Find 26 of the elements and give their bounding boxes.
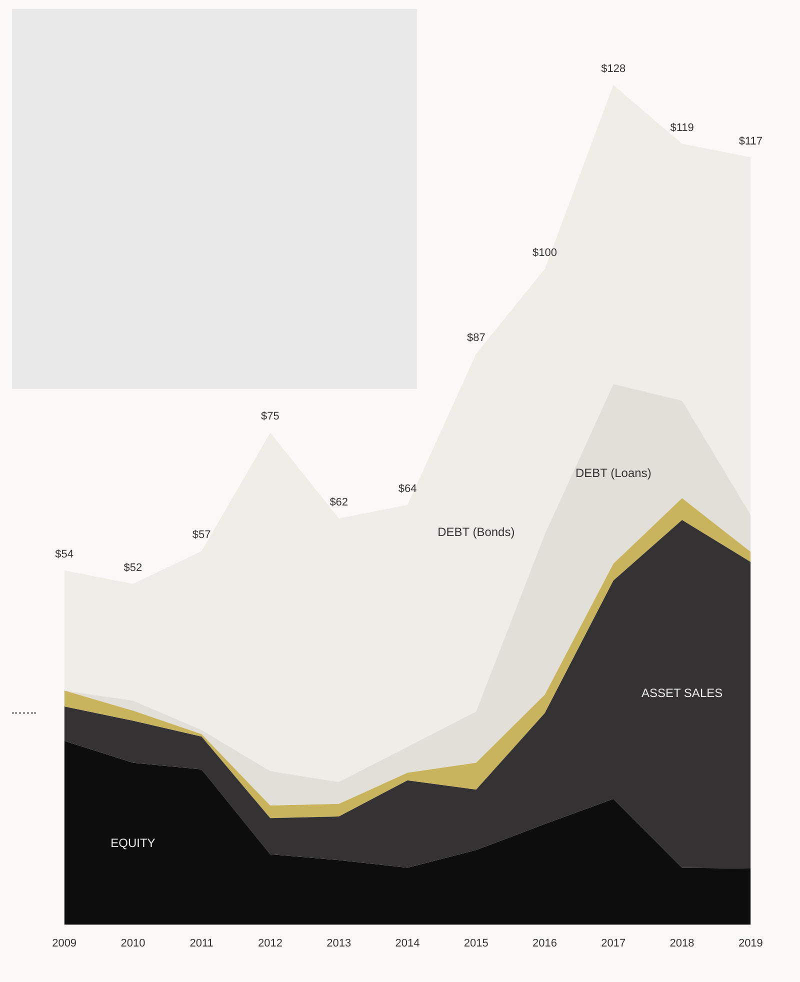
- series-label: EQUITY: [110, 836, 156, 850]
- x-tick-label: 2019: [738, 937, 763, 950]
- x-tick-label: 2015: [464, 937, 488, 950]
- x-tick-label: 2013: [326, 937, 352, 950]
- x-tick-label: 2016: [532, 937, 558, 950]
- annotation: $117: [738, 135, 763, 148]
- series-label: DEBT (Bonds): [438, 524, 515, 539]
- x-tick-label: 2018: [670, 937, 694, 950]
- annotation: $52: [124, 562, 142, 574]
- x-tick-label: 2009: [52, 937, 77, 950]
- annotation: $57: [192, 529, 211, 542]
- x-tick-label: 2012: [258, 937, 282, 950]
- annotation: $128: [601, 63, 626, 76]
- x-tick-label: 2010: [120, 937, 146, 950]
- annotation: $100: [532, 246, 558, 259]
- annotation: $62: [330, 496, 348, 508]
- series-label: ASSET SALES: [641, 686, 723, 700]
- annotation: $54: [55, 548, 74, 560]
- annotation: $64: [398, 482, 417, 495]
- series-label: DEBT (Loans): [576, 466, 652, 480]
- x-tick-label: 2017: [601, 937, 626, 950]
- x-tick-label: 2011: [190, 937, 214, 950]
- annotation: $119: [670, 122, 694, 134]
- annotation: $75: [261, 410, 280, 423]
- x-tick-label: 2014: [395, 937, 420, 950]
- annotation: $87: [466, 332, 486, 344]
